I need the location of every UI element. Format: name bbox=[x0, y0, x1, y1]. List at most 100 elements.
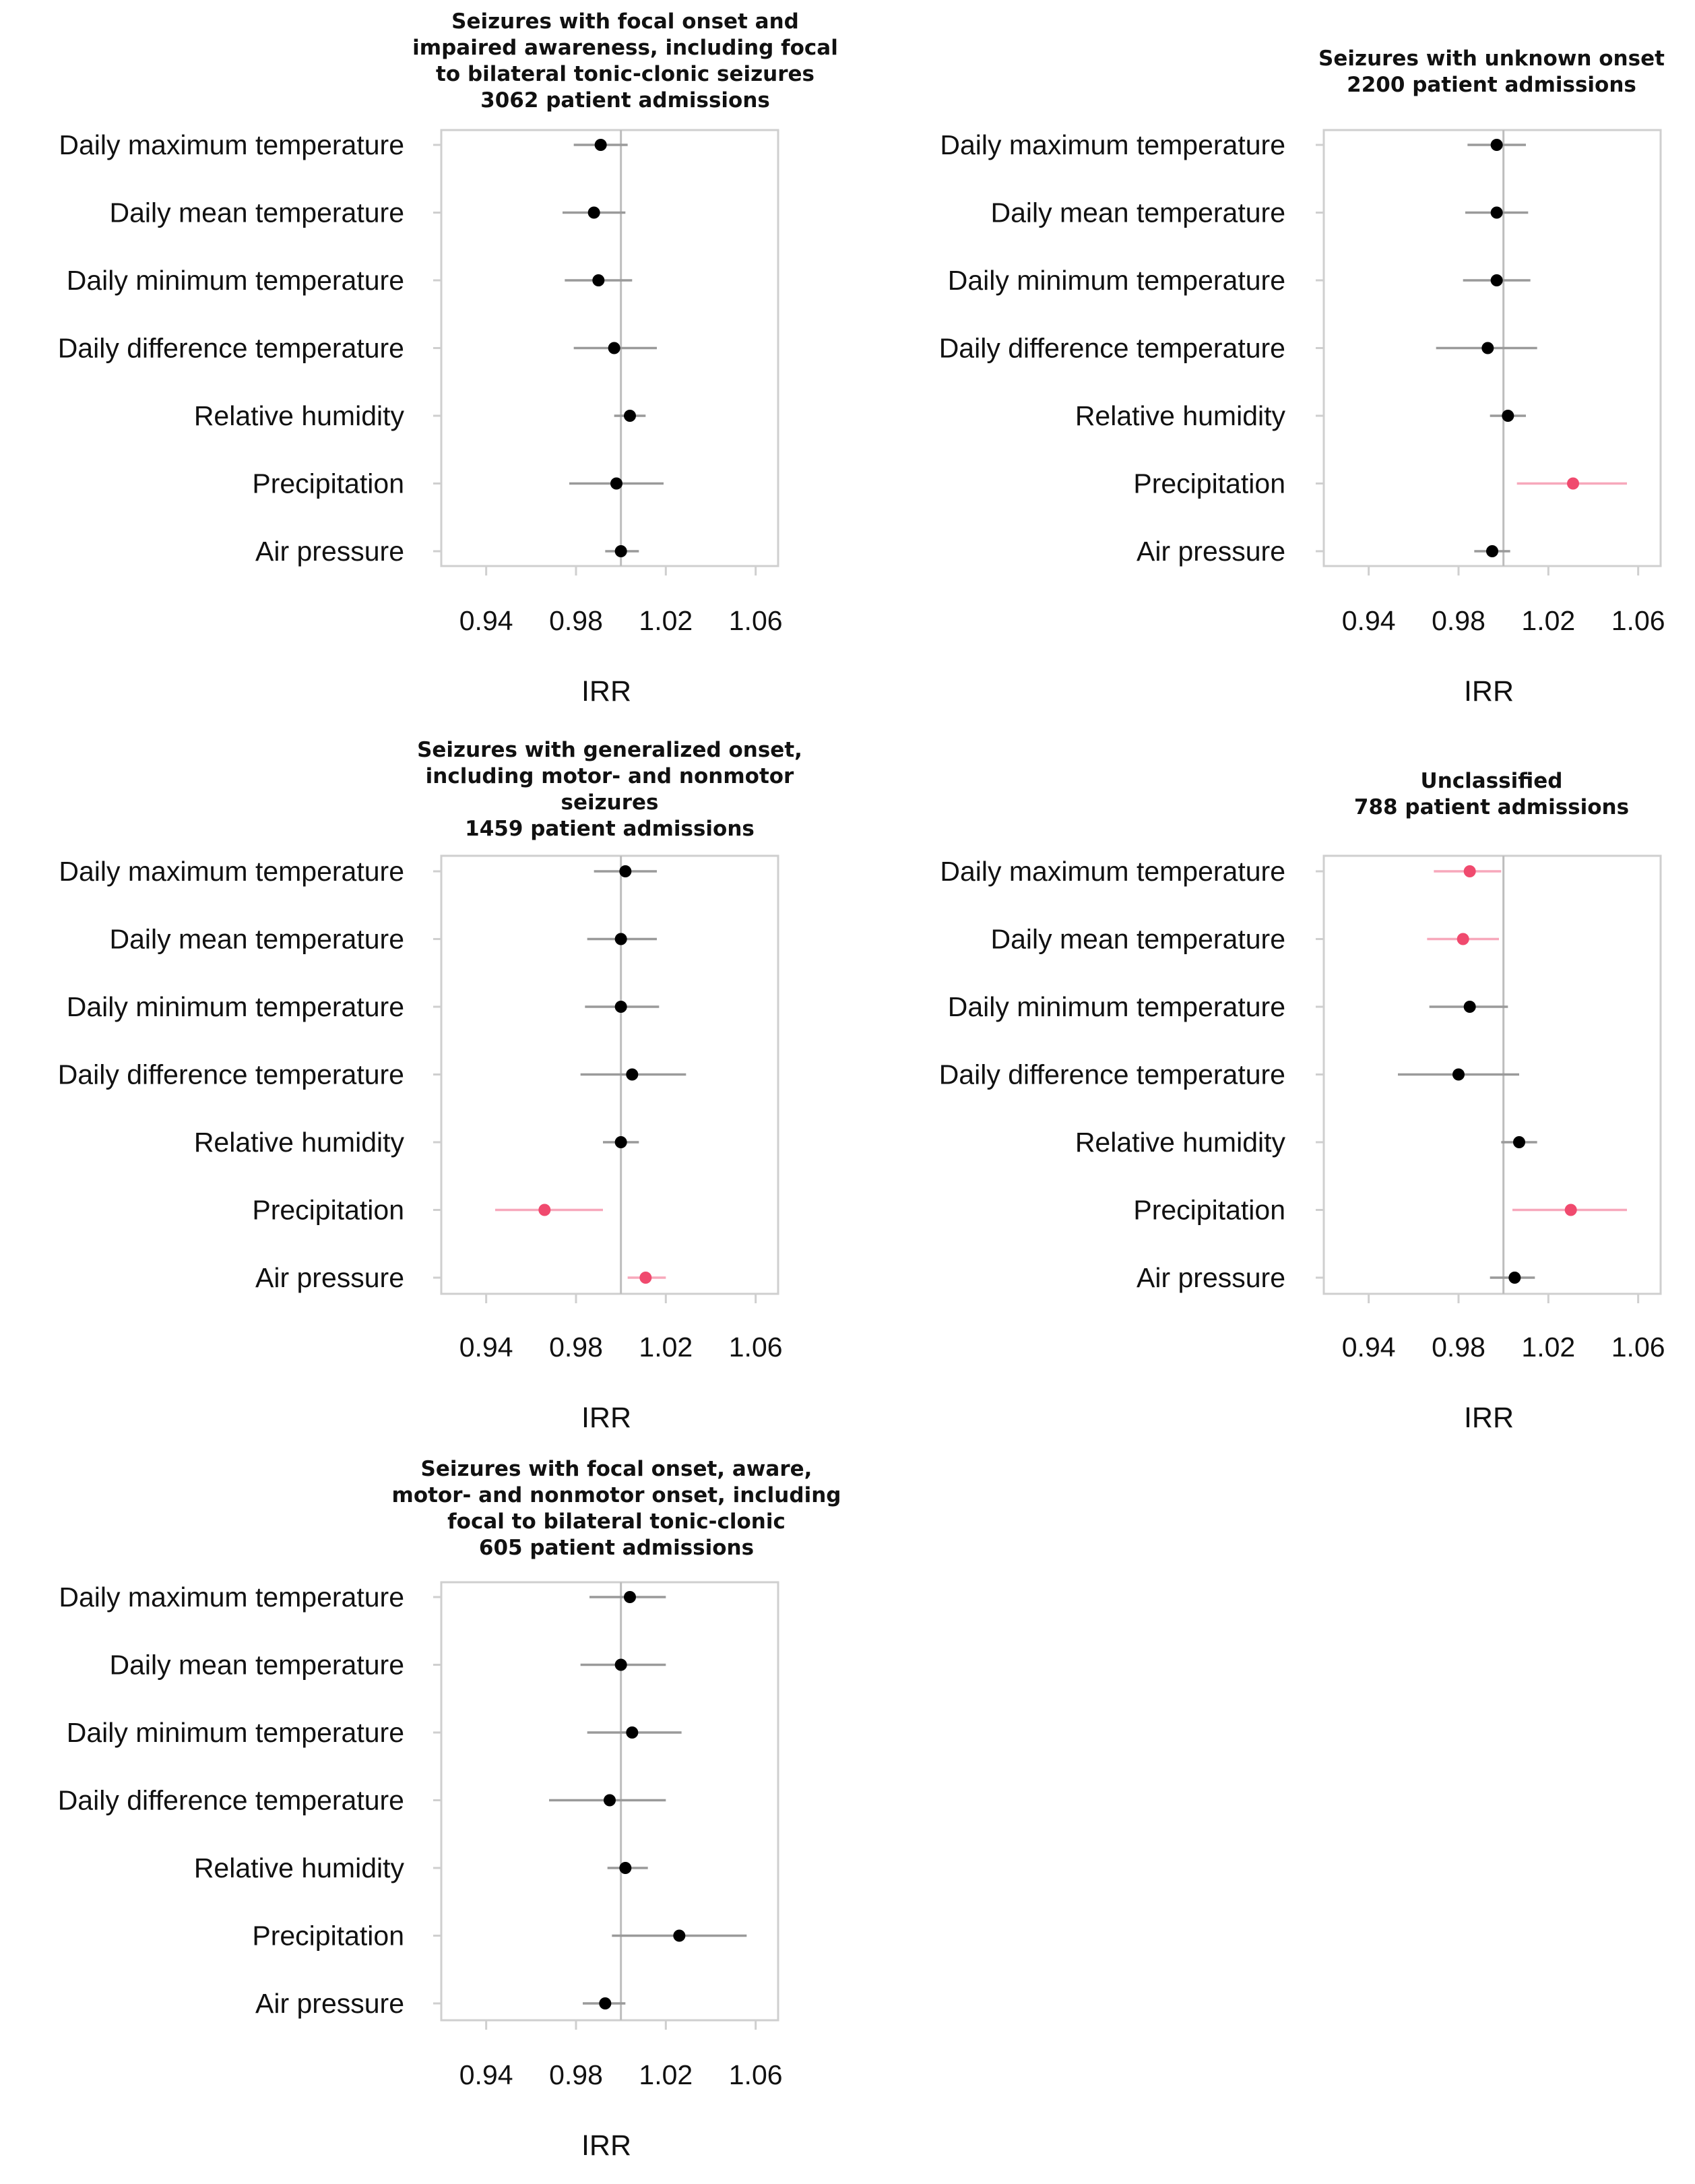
point-estimate bbox=[1567, 477, 1579, 490]
x-tick-label: 1.02 bbox=[1521, 1332, 1575, 1363]
panel-title-line: 788 patient admissions bbox=[1354, 795, 1629, 819]
point-estimate bbox=[619, 865, 632, 877]
panel-title-line: motor- and nonmotor onset, including bbox=[392, 1483, 841, 1507]
x-tick-label: 0.98 bbox=[549, 2059, 603, 2090]
point-estimate bbox=[594, 139, 607, 151]
category-label: Air pressure bbox=[255, 1988, 404, 2019]
category-label: Daily minimum temperature bbox=[948, 991, 1285, 1022]
category-label: Daily mean temperature bbox=[990, 924, 1285, 955]
point-estimate bbox=[608, 342, 620, 354]
category-label: Precipitation bbox=[252, 468, 404, 499]
category-label: Daily maximum temperature bbox=[59, 129, 404, 160]
panel-title-line: Seizures with focal onset, aware, bbox=[421, 1457, 812, 1481]
panel-title-line: impaired awareness, including focal bbox=[412, 36, 838, 60]
category-label: Precipitation bbox=[252, 1195, 404, 1226]
point-estimate bbox=[619, 1862, 632, 1874]
point-estimate bbox=[626, 1726, 639, 1739]
category-label: Air pressure bbox=[1137, 536, 1285, 567]
point-estimate bbox=[1486, 545, 1498, 557]
point-estimate bbox=[599, 1997, 612, 2009]
x-tick-label: 1.02 bbox=[639, 2059, 693, 2090]
x-tick-label: 1.06 bbox=[1611, 1332, 1665, 1363]
point-estimate bbox=[1452, 1068, 1465, 1081]
category-label: Daily maximum temperature bbox=[940, 129, 1285, 160]
point-estimate bbox=[624, 410, 636, 422]
point-estimate bbox=[604, 1794, 616, 1807]
panel-title-line: 1459 patient admissions bbox=[465, 817, 755, 841]
point-estimate bbox=[1463, 1001, 1476, 1013]
category-label: Air pressure bbox=[255, 1262, 404, 1293]
x-tick-label: 1.06 bbox=[729, 605, 783, 636]
category-label: Daily maximum temperature bbox=[940, 856, 1285, 887]
point-estimate bbox=[614, 933, 627, 945]
x-tick-label: 1.02 bbox=[1521, 605, 1575, 636]
panel-title-line: Unclassified bbox=[1421, 769, 1563, 793]
panel-title-line: 2200 patient admissions bbox=[1347, 73, 1636, 97]
point-estimate bbox=[639, 1272, 652, 1284]
x-axis-label: IRR bbox=[581, 2129, 631, 2162]
category-label: Relative humidity bbox=[1075, 400, 1286, 431]
point-estimate bbox=[592, 274, 605, 286]
category-label: Precipitation bbox=[252, 1921, 404, 1952]
x-axis-label: IRR bbox=[1464, 675, 1514, 708]
panel-title-line: 605 patient admissions bbox=[479, 1536, 754, 1560]
x-tick-label: 1.06 bbox=[729, 2059, 783, 2090]
point-estimate bbox=[673, 1929, 686, 1942]
category-label: Daily mean temperature bbox=[109, 197, 404, 228]
panel-title-line: Seizures with generalized onset, bbox=[417, 738, 802, 762]
x-tick-label: 0.94 bbox=[459, 605, 513, 636]
x-tick-label: 0.98 bbox=[1432, 1332, 1485, 1363]
x-tick-label: 0.94 bbox=[1342, 605, 1396, 636]
point-estimate bbox=[1513, 1136, 1525, 1148]
point-estimate bbox=[587, 206, 600, 219]
category-label: Daily difference temperature bbox=[939, 333, 1285, 364]
category-label: Daily difference temperature bbox=[58, 333, 404, 364]
point-estimate bbox=[624, 1591, 636, 1603]
forest-panel-5: Seizures with focal onset, aware,motor- … bbox=[58, 1457, 841, 2162]
x-tick-label: 1.06 bbox=[729, 1332, 783, 1363]
category-label: Precipitation bbox=[1133, 1195, 1285, 1226]
category-label: Daily minimum temperature bbox=[67, 265, 404, 296]
category-label: Relative humidity bbox=[1075, 1127, 1286, 1158]
point-estimate bbox=[626, 1068, 639, 1081]
x-tick-label: 0.98 bbox=[549, 1332, 603, 1363]
panel-title-line: to bilateral tonic-clonic seizures bbox=[436, 62, 814, 86]
category-label: Precipitation bbox=[1133, 468, 1285, 499]
x-tick-label: 0.94 bbox=[459, 1332, 513, 1363]
panel-title-line: Seizures with unknown onset bbox=[1318, 46, 1665, 71]
category-label: Relative humidity bbox=[194, 1852, 405, 1883]
category-label: Daily difference temperature bbox=[58, 1785, 404, 1816]
x-axis-label: IRR bbox=[581, 675, 631, 708]
x-tick-label: 0.94 bbox=[1342, 1332, 1396, 1363]
panel-title-line: including motor- and nonmotor bbox=[426, 764, 794, 788]
x-axis-label: IRR bbox=[581, 1402, 631, 1434]
category-label: Air pressure bbox=[255, 536, 404, 567]
point-estimate bbox=[610, 477, 622, 490]
point-estimate bbox=[1564, 1204, 1577, 1216]
category-label: Daily minimum temperature bbox=[948, 265, 1285, 296]
category-label: Daily maximum temperature bbox=[59, 1582, 404, 1613]
point-estimate bbox=[614, 1136, 627, 1148]
point-estimate bbox=[614, 545, 627, 557]
category-label: Daily minimum temperature bbox=[67, 991, 404, 1022]
point-estimate bbox=[1490, 139, 1503, 151]
point-estimate bbox=[1502, 410, 1514, 422]
point-estimate bbox=[614, 1658, 627, 1671]
point-estimate bbox=[1463, 865, 1476, 877]
panel-title-line: seizures bbox=[561, 790, 659, 815]
category-label: Daily difference temperature bbox=[939, 1059, 1285, 1090]
x-tick-label: 1.02 bbox=[639, 1332, 693, 1363]
x-tick-label: 1.06 bbox=[1611, 605, 1665, 636]
x-axis-label: IRR bbox=[1464, 1402, 1514, 1434]
category-label: Relative humidity bbox=[194, 400, 405, 431]
x-tick-label: 1.02 bbox=[639, 605, 693, 636]
category-label: Relative humidity bbox=[194, 1127, 405, 1158]
point-estimate bbox=[1481, 342, 1494, 354]
category-label: Daily difference temperature bbox=[58, 1059, 404, 1090]
x-tick-label: 0.98 bbox=[549, 605, 603, 636]
point-estimate bbox=[1508, 1272, 1521, 1284]
panel-title-line: Seizures with focal onset and bbox=[451, 9, 799, 34]
